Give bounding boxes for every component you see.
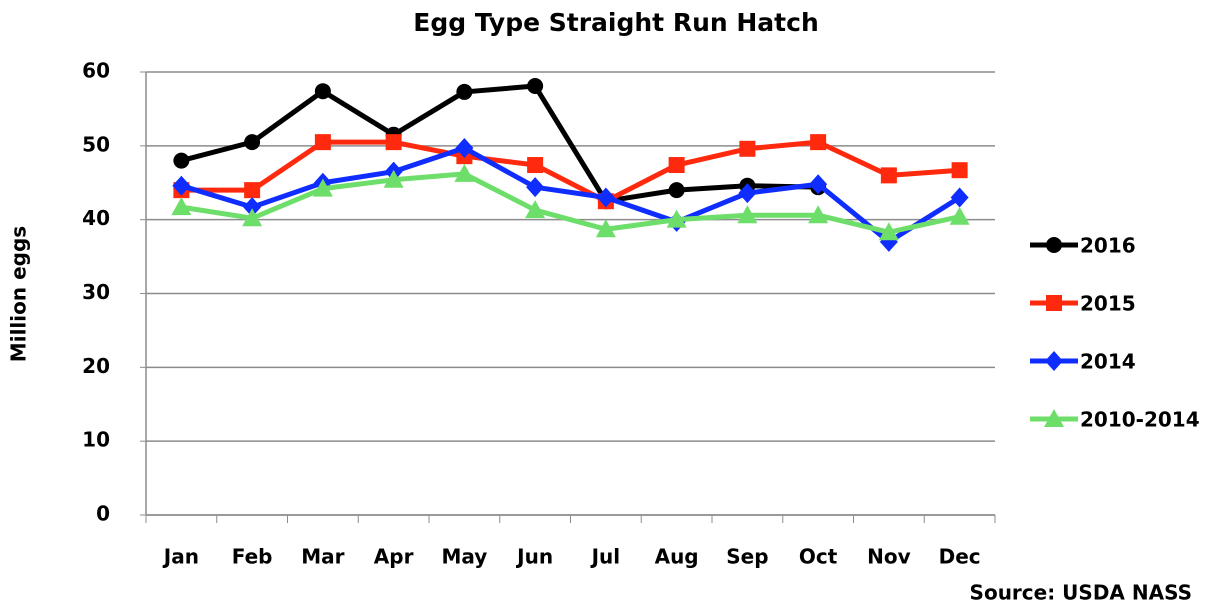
- point-marker: [668, 157, 685, 174]
- point-marker: [172, 175, 191, 196]
- point-marker: [527, 78, 544, 95]
- point-marker: [243, 197, 262, 218]
- y-tick-label: 10: [82, 428, 110, 452]
- x-tick-label: Nov: [867, 545, 911, 569]
- point-marker: [244, 134, 261, 151]
- series-line: [180, 145, 961, 245]
- x-tick-label: Jun: [515, 545, 553, 569]
- point-marker: [527, 157, 544, 174]
- x-tick-label: Oct: [799, 545, 838, 569]
- point-marker: [878, 222, 899, 241]
- point-marker: [454, 163, 475, 182]
- x-tick-label: Feb: [232, 545, 273, 569]
- y-tick-label: 50: [82, 132, 110, 156]
- point-marker: [173, 152, 190, 169]
- point-marker: [808, 205, 829, 224]
- chart-title: Egg Type Straight Run Hatch: [413, 8, 819, 37]
- series-line: [180, 83, 819, 204]
- point-marker: [809, 174, 828, 195]
- x-tick-label: Aug: [655, 545, 699, 569]
- legend-label: 2016: [1080, 234, 1136, 258]
- source-note: Source: USDA NASS: [970, 581, 1192, 605]
- point-marker: [383, 169, 404, 188]
- point-marker: [526, 177, 545, 198]
- y-tick-label: 0: [96, 502, 110, 526]
- point-marker: [951, 162, 968, 179]
- point-marker: [595, 219, 616, 238]
- point-marker: [525, 200, 546, 219]
- legend-label: 2014: [1080, 350, 1136, 374]
- legend-label: 2010-2014: [1080, 408, 1200, 432]
- x-tick-label: Apr: [374, 545, 414, 569]
- y-tick-label: 60: [82, 59, 110, 83]
- point-marker: [1044, 409, 1064, 427]
- point-marker: [456, 83, 473, 100]
- y-tick-label: 20: [82, 354, 110, 378]
- point-marker: [1045, 351, 1063, 371]
- point-marker: [171, 197, 192, 216]
- point-marker: [949, 206, 970, 225]
- x-tick-label: Jan: [162, 545, 199, 569]
- point-marker: [385, 134, 402, 151]
- series-line: [181, 139, 960, 204]
- series-line: [180, 171, 961, 235]
- point-marker: [737, 205, 758, 224]
- x-tick-label: Sep: [726, 545, 768, 569]
- point-marker: [668, 182, 685, 199]
- x-tick-label: Jul: [590, 545, 621, 569]
- point-marker: [1046, 295, 1062, 311]
- point-marker: [244, 182, 261, 199]
- point-marker: [880, 167, 897, 184]
- y-axis-label: Million eggs: [7, 226, 31, 362]
- x-tick-label: Mar: [301, 545, 344, 569]
- point-marker: [455, 138, 474, 159]
- point-marker: [810, 134, 827, 151]
- point-marker: [950, 187, 969, 208]
- legend-label: 2015: [1080, 292, 1136, 316]
- point-marker: [242, 208, 263, 227]
- point-marker: [666, 209, 687, 228]
- point-marker: [314, 134, 331, 151]
- point-marker: [738, 183, 757, 204]
- point-marker: [1046, 237, 1062, 253]
- point-marker: [314, 83, 331, 100]
- y-tick-label: 40: [82, 206, 110, 230]
- point-marker: [312, 178, 333, 197]
- point-marker: [596, 187, 615, 208]
- x-tick-label: Dec: [939, 545, 981, 569]
- point-marker: [739, 140, 756, 157]
- y-tick-label: 30: [82, 280, 110, 304]
- x-tick-label: May: [441, 545, 487, 569]
